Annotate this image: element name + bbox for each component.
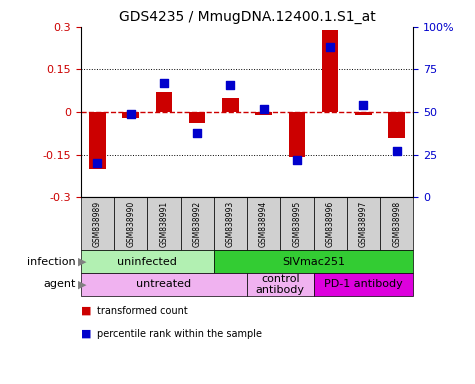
- Bar: [247, 197, 280, 250]
- Title: GDS4235 / MmugDNA.12400.1.S1_at: GDS4235 / MmugDNA.12400.1.S1_at: [119, 10, 375, 25]
- Bar: [256, 112, 272, 115]
- Text: ■: ■: [81, 329, 91, 339]
- Text: GSM838995: GSM838995: [293, 200, 301, 247]
- Text: untreated: untreated: [136, 279, 191, 289]
- Text: transformed count: transformed count: [97, 306, 188, 316]
- Bar: [81, 197, 114, 250]
- Text: GSM838991: GSM838991: [160, 201, 168, 247]
- Bar: [214, 250, 413, 273]
- Bar: [247, 273, 314, 296]
- Bar: [147, 197, 180, 250]
- Bar: [156, 92, 172, 112]
- Text: GSM838998: GSM838998: [392, 201, 401, 247]
- Text: GSM838990: GSM838990: [126, 200, 135, 247]
- Point: [326, 44, 334, 50]
- Point: [360, 102, 367, 108]
- Bar: [380, 197, 413, 250]
- Point: [127, 111, 134, 117]
- Point: [227, 82, 234, 88]
- Text: SIVmac251: SIVmac251: [282, 257, 345, 266]
- Bar: [314, 197, 347, 250]
- Bar: [81, 250, 214, 273]
- Text: GSM838992: GSM838992: [193, 201, 201, 247]
- Text: GSM838989: GSM838989: [93, 201, 102, 247]
- Bar: [389, 112, 405, 137]
- Text: ■: ■: [81, 306, 91, 316]
- Text: infection: infection: [28, 257, 76, 266]
- Text: percentile rank within the sample: percentile rank within the sample: [97, 329, 262, 339]
- Text: control
antibody: control antibody: [256, 273, 305, 295]
- Bar: [280, 197, 314, 250]
- Point: [260, 106, 267, 112]
- Text: GSM838996: GSM838996: [326, 200, 334, 247]
- Text: ▶: ▶: [78, 257, 87, 266]
- Point: [293, 157, 301, 163]
- Bar: [322, 30, 338, 112]
- Text: GSM838993: GSM838993: [226, 200, 235, 247]
- Bar: [289, 112, 305, 157]
- Text: GSM838997: GSM838997: [359, 200, 368, 247]
- Bar: [347, 197, 380, 250]
- Point: [94, 160, 101, 166]
- Bar: [81, 273, 247, 296]
- Bar: [189, 112, 205, 123]
- Text: GSM838994: GSM838994: [259, 200, 268, 247]
- Point: [193, 129, 201, 136]
- Point: [393, 148, 400, 154]
- Bar: [114, 197, 147, 250]
- Bar: [123, 112, 139, 118]
- Bar: [355, 112, 371, 115]
- Bar: [214, 197, 247, 250]
- Text: agent: agent: [44, 279, 76, 289]
- Bar: [89, 112, 105, 169]
- Point: [160, 80, 168, 86]
- Text: uninfected: uninfected: [117, 257, 177, 266]
- Bar: [180, 197, 214, 250]
- Text: ▶: ▶: [78, 279, 87, 289]
- Bar: [222, 98, 238, 112]
- Bar: [314, 273, 413, 296]
- Text: PD-1 antibody: PD-1 antibody: [324, 279, 403, 289]
